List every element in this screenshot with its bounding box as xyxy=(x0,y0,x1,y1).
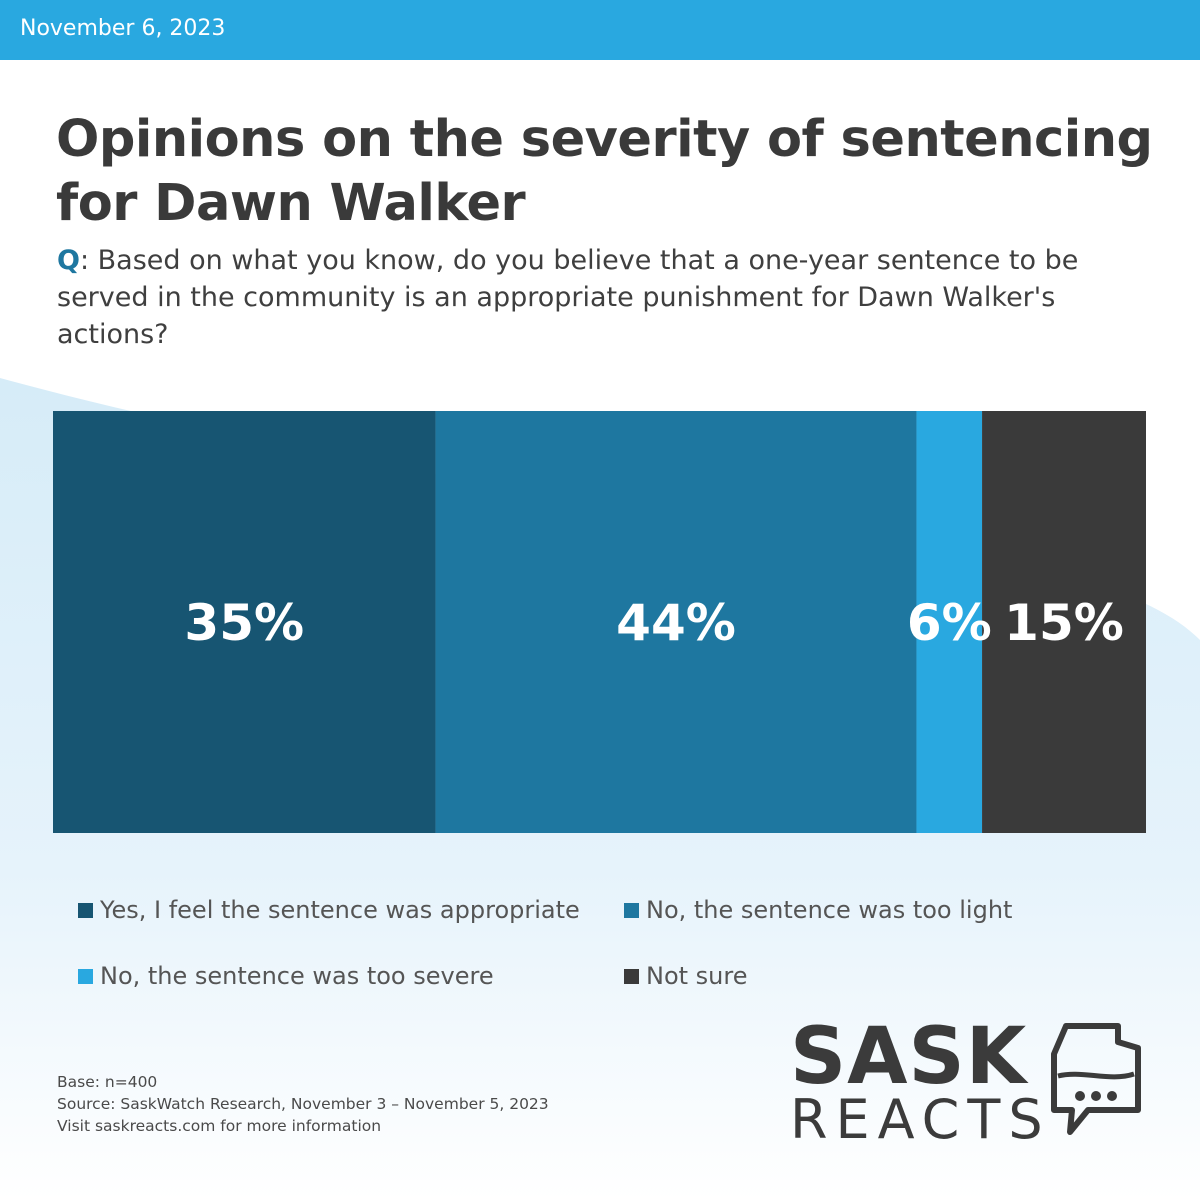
bar-segment-0 xyxy=(53,411,436,833)
bar-label-1: 44% xyxy=(616,594,736,652)
date-label: November 6, 2023 xyxy=(20,16,226,41)
top-bar: November 6, 2023 xyxy=(0,0,1200,60)
bar-segment-3 xyxy=(982,411,1146,833)
saskatchewan-speech-bubble-icon xyxy=(1051,1023,1141,1135)
bar-label-3: 15% xyxy=(1004,594,1124,652)
legend-item-2: No, the sentence was too severe xyxy=(78,962,494,990)
legend-label: Yes, I feel the sentence was appropriate xyxy=(100,896,580,924)
stacked-bar-chart: 35% 44% 6% 15% xyxy=(53,411,1146,833)
chart-svg: 35% 44% 6% 15% xyxy=(53,411,1146,833)
legend-swatch xyxy=(624,968,639,984)
legend-swatch xyxy=(78,968,93,984)
base-note: Base: n=400 xyxy=(57,1073,158,1091)
source-note: Source: SaskWatch Research, November 3 –… xyxy=(57,1095,549,1113)
bar-segment-2 xyxy=(916,411,983,833)
legend-swatch xyxy=(624,902,639,918)
logo-line2: REACTS xyxy=(790,1088,1051,1151)
legend-item-0: Yes, I feel the sentence was appropriate xyxy=(78,896,580,924)
legend-item-3: Not sure xyxy=(624,962,748,990)
bar-label-2: 6% xyxy=(907,594,992,652)
legend-item-1: No, the sentence was too light xyxy=(624,896,1012,924)
footnote: Base: n=400 Source: SaskWatch Research, … xyxy=(57,1071,549,1137)
legend-label: No, the sentence was too light xyxy=(646,896,1013,924)
legend-swatch xyxy=(78,902,93,918)
visit-note: Visit saskreacts.com for more informatio… xyxy=(57,1117,382,1135)
question-body: : Based on what you know, do you believe… xyxy=(57,245,1079,350)
question-prefix: Q xyxy=(57,245,80,276)
legend-label: Not sure xyxy=(646,962,748,990)
sask-reacts-logo: SASK REACTS xyxy=(790,1012,1150,1151)
bar-label-0: 35% xyxy=(184,594,304,652)
logo-line1: SASK xyxy=(790,1012,1028,1102)
bar-segment-1 xyxy=(435,411,917,833)
question-text: Q: Based on what you know, do you believ… xyxy=(57,242,1117,353)
legend-label: No, the sentence was too severe xyxy=(100,962,494,990)
chart-title: Opinions on the severity of sentencing f… xyxy=(56,110,1153,233)
